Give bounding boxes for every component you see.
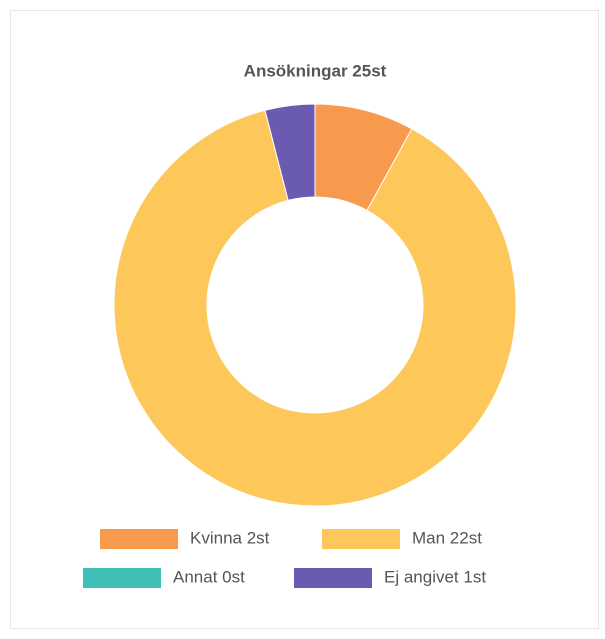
legend-swatch bbox=[294, 568, 372, 588]
legend-label: Man 22st bbox=[412, 528, 482, 547]
legend-swatch bbox=[83, 568, 161, 588]
legend-label: Ej angivet 1st bbox=[384, 567, 486, 586]
legend-label: Kvinna 2st bbox=[190, 528, 270, 547]
doughnut-segment bbox=[113, 109, 517, 507]
doughnut-segment bbox=[264, 103, 316, 202]
legend-swatch bbox=[322, 529, 400, 549]
legend-swatch bbox=[100, 529, 178, 549]
legend-label: Annat 0st bbox=[173, 567, 245, 586]
chart-title: Ansökningar 25st bbox=[244, 61, 387, 80]
